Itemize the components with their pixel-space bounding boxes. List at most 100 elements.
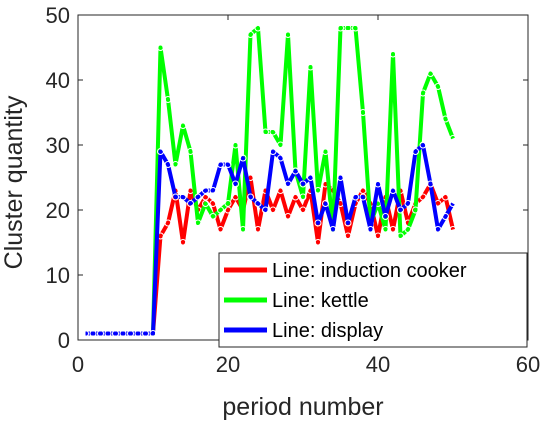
data-point [419, 193, 427, 201]
data-point [389, 50, 397, 58]
data-point [284, 31, 292, 38]
data-point [397, 232, 404, 240]
legend: Line: induction cooker Line: kettle Line: … [218, 252, 528, 348]
data-point [404, 226, 412, 233]
legend-entry: Line: induction cooker [224, 260, 467, 282]
data-point [284, 180, 292, 188]
data-point [104, 330, 112, 337]
data-point [224, 200, 232, 207]
y-tick-label: 30 [46, 133, 70, 158]
data-point [382, 226, 389, 233]
data-point [374, 232, 382, 240]
data-point [277, 141, 284, 149]
data-point [217, 161, 224, 168]
data-point [157, 148, 164, 155]
data-point [262, 128, 269, 136]
y-tick-label: 0 [58, 328, 70, 353]
series-line [85, 143, 455, 336]
data-point [344, 24, 352, 32]
data-point [277, 154, 284, 162]
data-point [449, 200, 457, 207]
data-point [434, 83, 442, 90]
data-point [202, 187, 209, 194]
data-point [397, 206, 404, 214]
data-point [89, 330, 97, 337]
data-point [449, 226, 457, 233]
y-tick-label: 40 [46, 68, 70, 93]
data-point [389, 226, 397, 233]
data-point [142, 330, 149, 337]
data-point [292, 167, 299, 175]
data-point [149, 330, 157, 337]
data-point [269, 128, 277, 136]
data-point [299, 206, 307, 214]
legend-items: Line: induction cooker Line: kettle Line: … [224, 260, 467, 342]
data-point [112, 330, 119, 337]
data-point [179, 239, 187, 246]
data-point [374, 180, 382, 188]
data-point [419, 141, 427, 149]
data-point [82, 330, 89, 337]
data-point [194, 219, 202, 227]
data-point [172, 161, 179, 168]
data-point [232, 141, 239, 149]
data-point [404, 200, 412, 207]
legend-label: Line: induction cooker [272, 260, 467, 282]
data-point [382, 213, 389, 220]
data-point [442, 193, 449, 201]
series-3 [82, 141, 457, 337]
data-point [239, 154, 247, 162]
data-point [269, 148, 277, 155]
data-point [254, 24, 262, 32]
data-point [217, 206, 224, 214]
data-point [254, 226, 262, 233]
data-point [209, 213, 217, 220]
data-point [329, 226, 337, 233]
data-point [359, 109, 367, 116]
data-point [247, 31, 254, 38]
data-point [442, 213, 449, 220]
data-point [164, 161, 172, 168]
data-point [202, 200, 209, 207]
data-point [209, 187, 217, 194]
data-point [427, 70, 434, 77]
y-axis-label: Cluster quantity [0, 95, 28, 269]
data-point [322, 148, 329, 155]
y-tick-label: 20 [46, 198, 70, 223]
data-point [292, 193, 299, 201]
data-point [419, 89, 427, 97]
data-point [449, 135, 457, 142]
data-point [314, 219, 322, 227]
data-point [97, 330, 104, 337]
data-point [322, 200, 329, 207]
x-tick-label: 60 [516, 352, 540, 377]
legend-label: Line: display [272, 320, 383, 342]
y-tick-label: 50 [46, 3, 70, 28]
data-point [134, 330, 142, 337]
data-point [179, 193, 187, 201]
data-point [314, 187, 322, 194]
data-point [337, 174, 344, 181]
data-point [442, 115, 449, 123]
data-point [307, 174, 314, 181]
data-point [164, 96, 172, 103]
legend-label: Line: kettle [272, 290, 369, 312]
data-point [269, 206, 277, 214]
data-point [119, 330, 127, 337]
legend-box [218, 252, 528, 348]
data-point [412, 206, 419, 214]
data-point [277, 187, 284, 194]
data-point [284, 213, 292, 220]
data-point [344, 219, 352, 227]
y-axis-ticks: 0 10 20 30 40 50 [46, 3, 528, 353]
legend-entry: Line: kettle [224, 290, 369, 312]
series-layer [82, 24, 457, 337]
x-axis-label: period number [222, 393, 383, 421]
data-point [209, 200, 217, 207]
data-point [172, 193, 179, 201]
y-tick-label: 10 [46, 263, 70, 288]
data-point [337, 24, 344, 32]
data-point [412, 148, 419, 155]
data-point [299, 180, 307, 188]
